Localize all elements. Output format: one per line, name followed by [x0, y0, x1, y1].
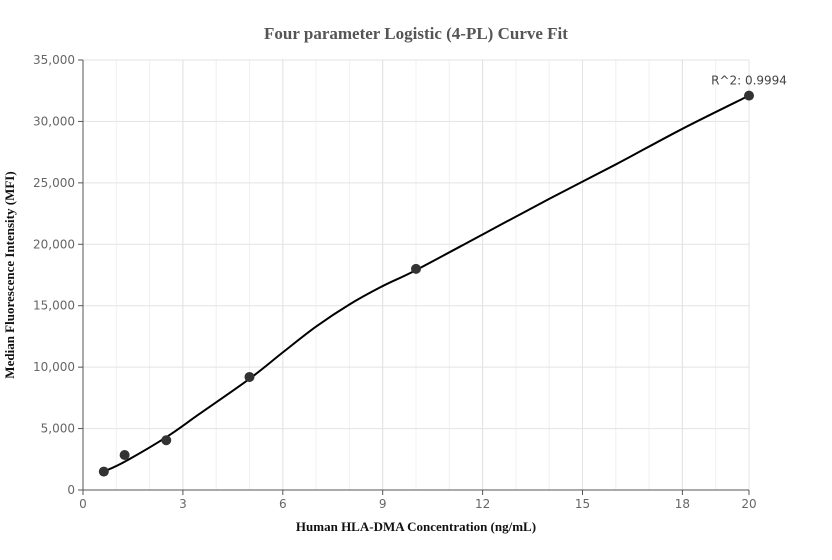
x-tick-label: 6: [279, 497, 287, 511]
y-tick-label: 0: [67, 483, 75, 497]
fit-curve-group: [103, 94, 750, 473]
chart-title: Four parameter Logistic (4-PL) Curve Fit: [264, 24, 568, 43]
data-point: [744, 90, 754, 101]
y-axis-title: Median Fluorescence Intensity (MFI): [2, 171, 17, 378]
x-tick-label: 9: [379, 497, 387, 511]
data-point: [244, 371, 255, 382]
fit-curve: [103, 94, 750, 473]
y-tick-label: 5,000: [41, 422, 75, 436]
x-axis-title: Human HLA-DMA Concentration (ng/mL): [296, 519, 536, 534]
x-tick-label: 12: [475, 497, 490, 511]
y-tick-label: 30,000: [33, 114, 75, 128]
data-point: [161, 435, 172, 446]
grid: [83, 59, 750, 490]
y-tick-label: 25,000: [33, 176, 75, 190]
x-tick-label: 0: [79, 497, 87, 511]
y-tick-label: 10,000: [33, 360, 75, 374]
ticks: 0 5,000 10,000 15,000 20,000 25,000 30,000 35,0…: [33, 53, 757, 511]
data-point: [119, 449, 130, 460]
x-tick-label: 20: [741, 497, 756, 511]
r-squared-annotation: R^2: 0.9994: [711, 74, 787, 88]
data-points: [98, 90, 754, 477]
data-point: [411, 263, 421, 274]
y-tick-label: 20,000: [33, 237, 75, 251]
x-tick-label: 18: [675, 497, 690, 511]
y-tick-label: 35,000: [33, 53, 75, 67]
axes: [82, 60, 749, 491]
y-tick-label: 15,000: [33, 299, 75, 313]
data-point: [98, 466, 109, 477]
x-tick-label: 3: [179, 497, 187, 511]
x-tick-label: 15: [575, 497, 590, 511]
